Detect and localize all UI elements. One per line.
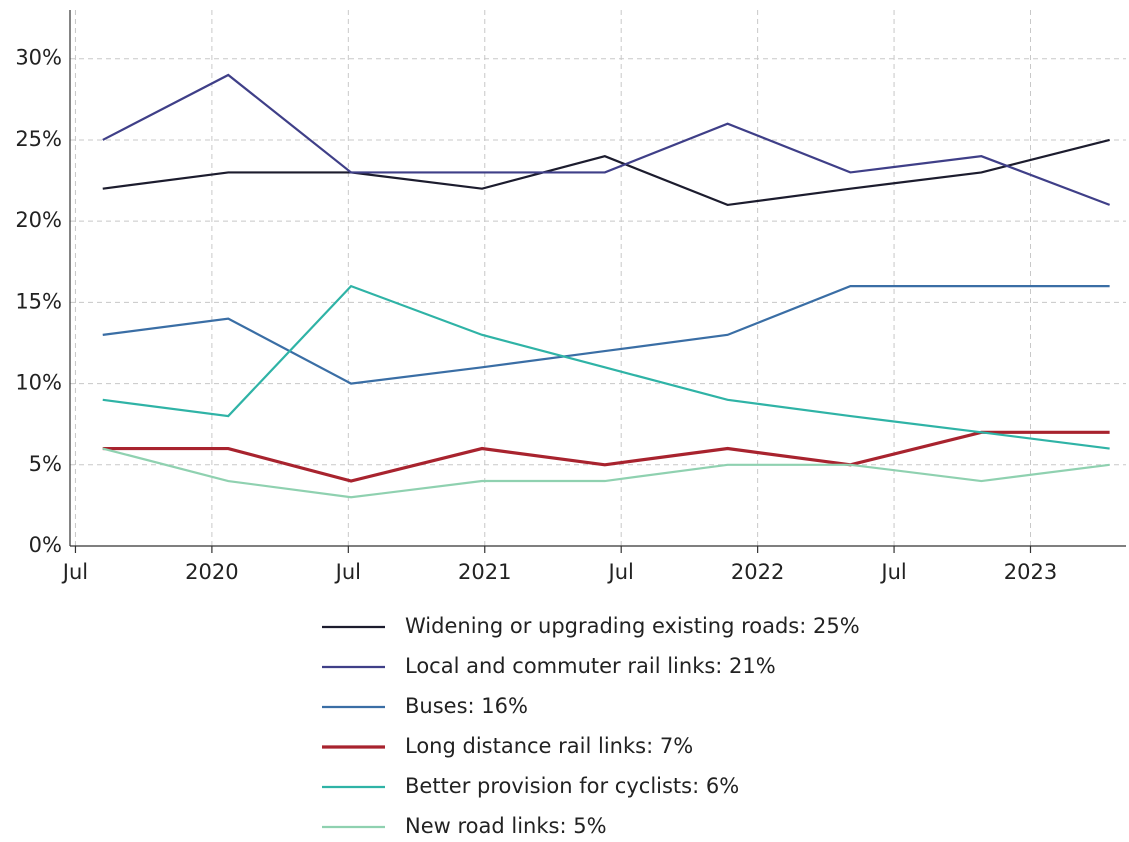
x-tick-label: Jul <box>61 560 88 584</box>
series-line <box>102 430 1110 483</box>
y-tick-label: 5% <box>29 452 62 476</box>
legend-label: New road links: 5% <box>405 814 607 838</box>
series-line <box>102 285 1110 385</box>
legend-label: Better provision for cyclists: 6% <box>405 774 739 798</box>
x-tick-label: Jul <box>879 560 906 584</box>
x-tick-label: 2021 <box>458 560 511 584</box>
x-tick-label: Jul <box>334 560 361 584</box>
series-line <box>102 447 1110 499</box>
y-tick-label: 10% <box>15 371 62 395</box>
y-tick-label: 25% <box>15 127 62 151</box>
x-tick-label: 2020 <box>185 560 238 584</box>
series-line <box>102 138 1110 207</box>
series-line <box>102 284 1110 450</box>
series-line <box>102 73 1111 206</box>
x-tick-label: 2023 <box>1004 560 1057 584</box>
y-tick-label: 0% <box>29 533 62 557</box>
legend-label: Widening or upgrading existing roads: 25… <box>405 614 860 638</box>
legend-label: Local and commuter rail links: 21% <box>405 654 776 678</box>
y-tick-label: 30% <box>15 46 62 70</box>
y-tick-label: 15% <box>15 289 62 313</box>
legend-label: Long distance rail links: 7% <box>405 734 693 758</box>
legend-label: Buses: 16% <box>405 694 528 718</box>
x-tick-label: Jul <box>607 560 634 584</box>
x-tick-label: 2022 <box>731 560 784 584</box>
y-tick-label: 20% <box>15 208 62 232</box>
